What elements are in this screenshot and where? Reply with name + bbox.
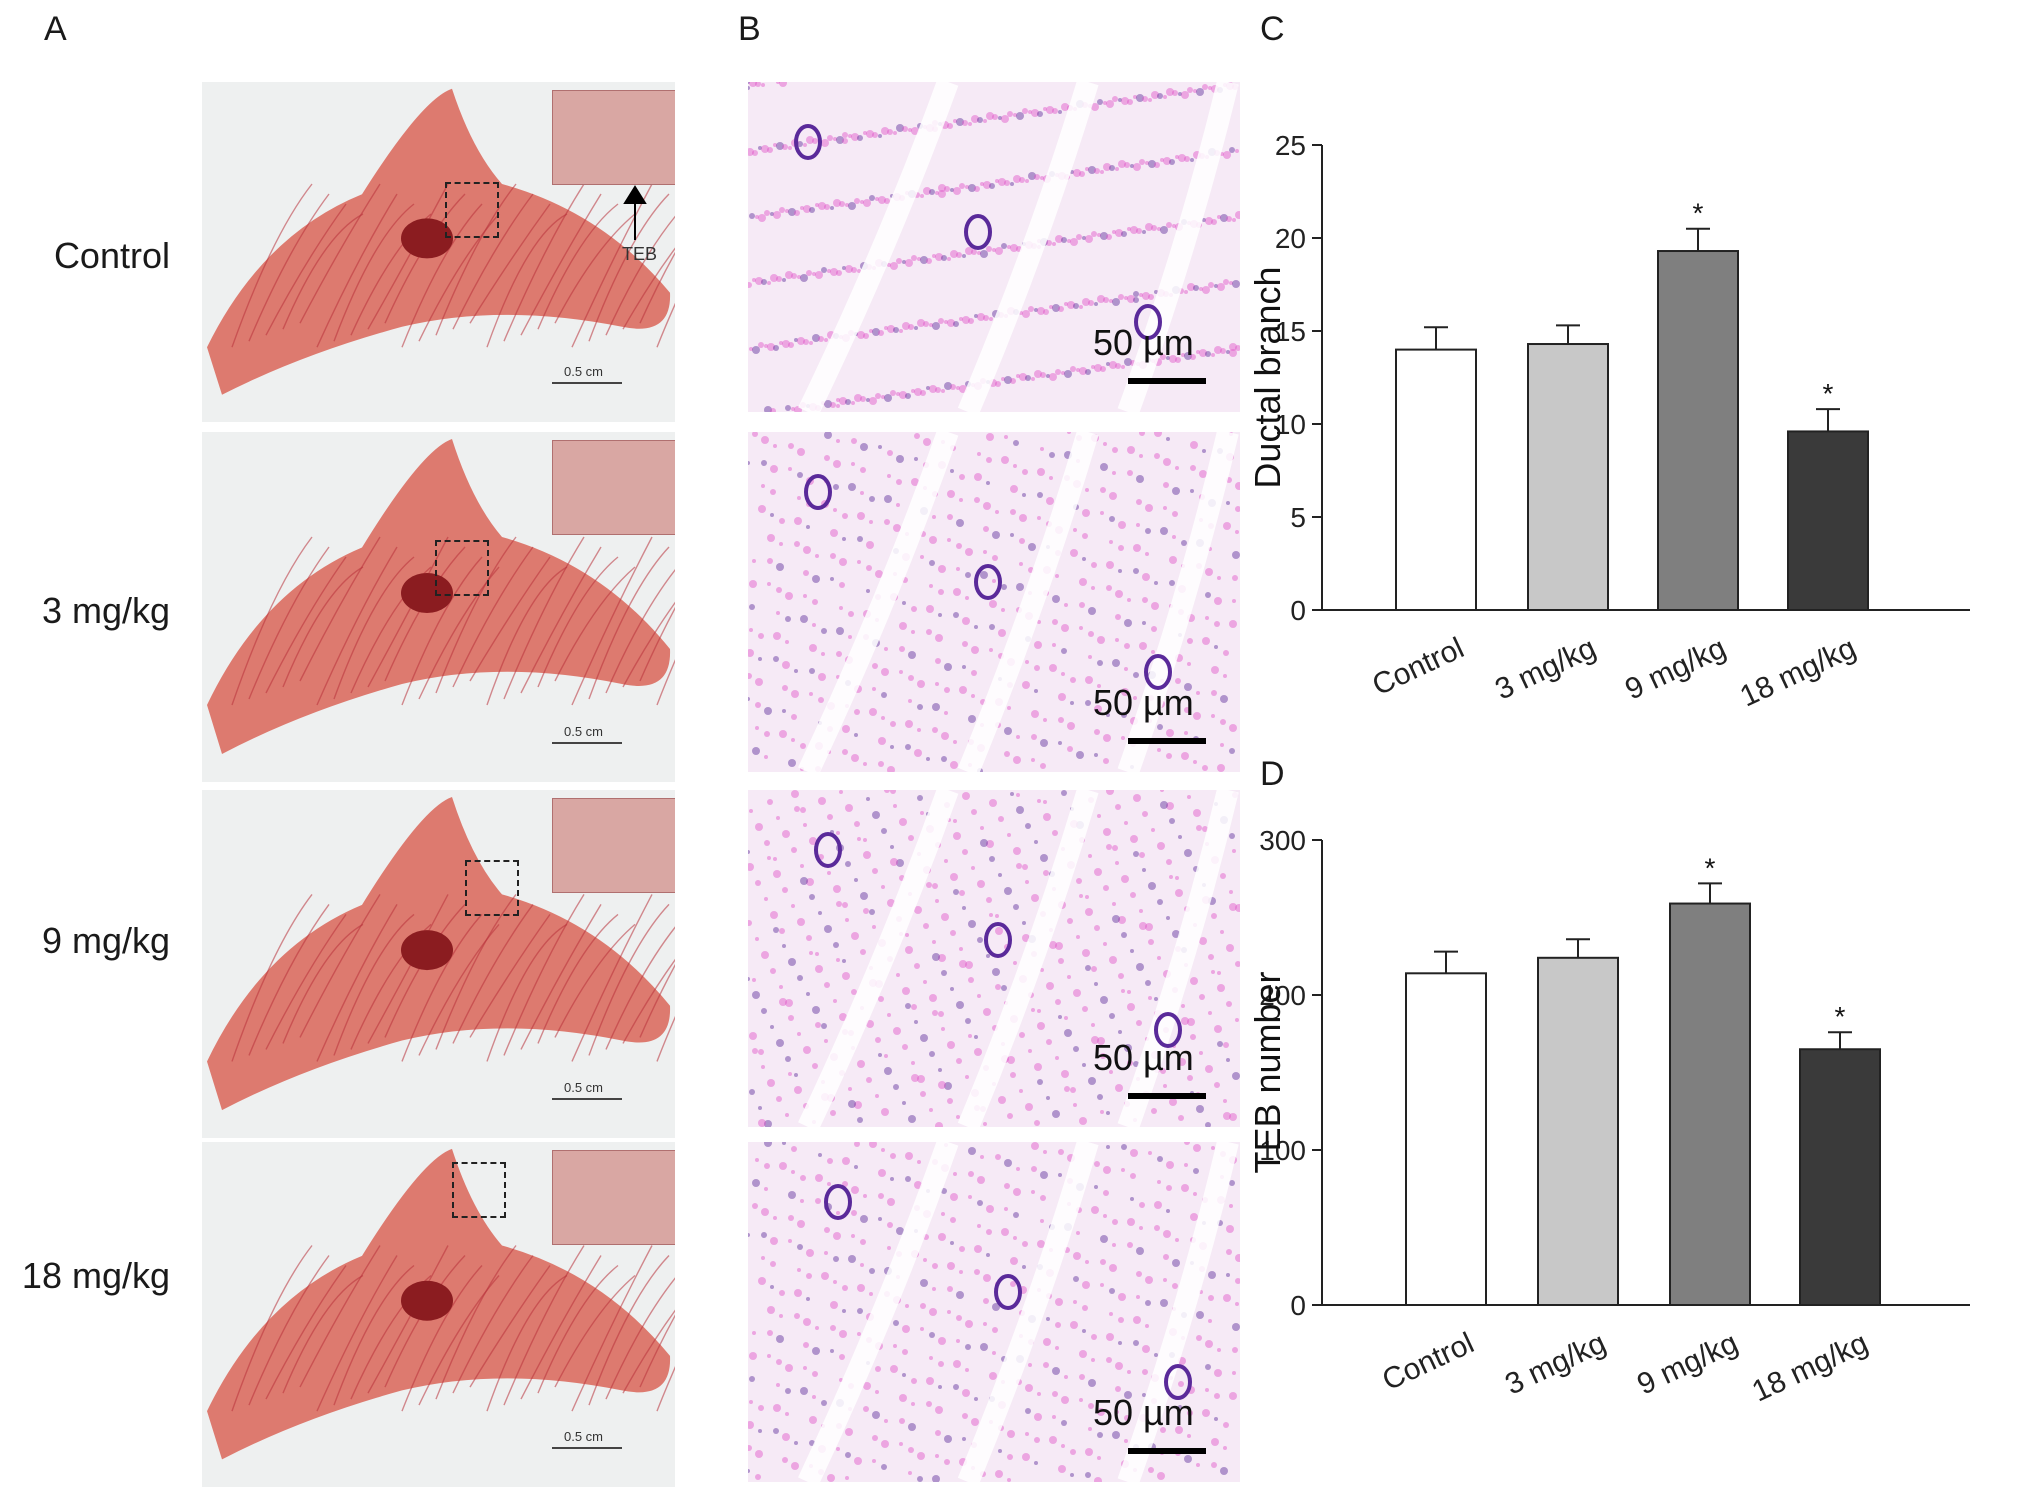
row-label-18mg: 18 mg/kg	[21, 1255, 170, 1296]
panel-letter-a: A	[44, 10, 67, 48]
zoom-inset	[552, 798, 675, 893]
scale-bar	[1128, 1093, 1206, 1099]
scale-bar	[552, 1098, 622, 1100]
significance-marker: *	[1823, 378, 1834, 409]
whole-mount-image: 0.5 cm	[202, 1142, 675, 1487]
chart-teb-number: 0 100 200 300 TEB number Control 3 mg/kg * 9 mg/…	[1250, 825, 1970, 1408]
y-tick-label: 15	[1275, 316, 1306, 347]
scale-label: 50 µm	[1093, 322, 1194, 363]
zoom-region-box	[452, 1162, 506, 1218]
bar	[1405, 972, 1487, 1307]
bar	[1787, 430, 1869, 611]
histology-image: 50 µm	[748, 432, 1240, 772]
y-tick-label: 20	[1275, 223, 1306, 254]
histology-image: 50 µm	[748, 1142, 1240, 1482]
bar	[1395, 348, 1477, 611]
scale-label: 0.5 cm	[564, 1429, 604, 1444]
chart-ductal-branch: 0 5 10 15 20 25 Ductal branch Control 3 mg/kg * 9 …	[1250, 130, 1970, 713]
histology-image: 50 µm	[748, 82, 1240, 412]
y-axis-label: TEB number	[1250, 971, 1288, 1173]
scale-bar	[1128, 378, 1206, 384]
y-tick-label: 300	[1259, 825, 1306, 856]
scale-label: 50 µm	[1093, 682, 1194, 723]
significance-marker: *	[1693, 198, 1704, 229]
y-tick-label: 100	[1259, 1135, 1306, 1166]
scale-bar	[552, 1447, 622, 1449]
scale-bar	[1128, 738, 1206, 744]
significance-marker: *	[1705, 852, 1716, 883]
y-axis-label: Ductal branch	[1250, 266, 1288, 488]
x-tick-label: 18 mg/kg	[1735, 631, 1861, 713]
teb-label: TEB	[622, 244, 658, 264]
panel-letter-b: B	[738, 10, 761, 48]
panel-letter-d: D	[1260, 755, 1285, 793]
scale-label: 50 µm	[1093, 1392, 1194, 1433]
y-tick-label: 10	[1275, 409, 1306, 440]
row-label-9mg: 9 mg/kg	[41, 920, 170, 961]
whole-mount-image: 0.5 cm	[202, 432, 675, 782]
zoom-region-box	[435, 540, 489, 596]
y-tick-label: 0	[1290, 1290, 1306, 1321]
x-tick-label: 9 mg/kg	[1632, 1326, 1743, 1401]
histology-image: 50 µm	[748, 790, 1240, 1127]
whole-mount-image: 0.5 cm TEB	[202, 82, 675, 422]
scale-bar	[552, 382, 622, 384]
zoom-region-box	[465, 860, 519, 916]
bar	[1669, 902, 1751, 1307]
y-tick-label: 200	[1259, 980, 1306, 1011]
bar	[1527, 343, 1609, 612]
x-tick-label: 18 mg/kg	[1747, 1326, 1873, 1408]
x-tick-label: 3 mg/kg	[1490, 631, 1601, 706]
scale-label: 0.5 cm	[564, 364, 604, 379]
x-tick-label: 9 mg/kg	[1620, 631, 1731, 706]
zoom-inset	[552, 90, 675, 185]
panel-letter-c: C	[1260, 10, 1285, 48]
significance-marker: *	[1835, 1001, 1846, 1032]
whole-mount-image: 0.5 cm	[202, 790, 675, 1138]
zoom-inset	[552, 1150, 675, 1245]
row-label-control: Control	[53, 235, 170, 276]
zoom-region-box	[445, 182, 499, 238]
x-tick-label: Control	[1377, 1326, 1479, 1397]
x-tick-label: 3 mg/kg	[1500, 1326, 1611, 1401]
scale-label: 50 µm	[1093, 1037, 1194, 1078]
y-tick-label: 5	[1290, 502, 1306, 533]
teb-arrow-icon	[623, 185, 647, 240]
y-tick-label: 25	[1275, 130, 1306, 161]
x-tick-label: Control	[1367, 631, 1469, 702]
row-label-3mg: 3 mg/kg	[41, 590, 170, 631]
zoom-inset	[552, 440, 675, 535]
scale-bar	[1128, 1448, 1206, 1454]
scale-label: 0.5 cm	[564, 724, 604, 739]
scale-label: 0.5 cm	[564, 1080, 604, 1095]
bar	[1657, 250, 1739, 612]
scale-bar	[552, 742, 622, 744]
bar	[1799, 1048, 1881, 1306]
y-tick-label: 0	[1290, 595, 1306, 626]
bar	[1537, 956, 1619, 1307]
